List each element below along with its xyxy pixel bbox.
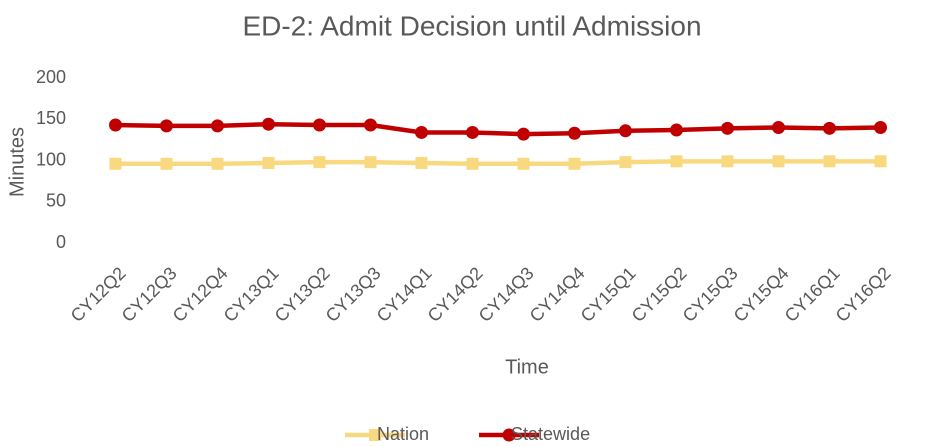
marker [568, 126, 581, 140]
marker [619, 124, 632, 138]
marker [721, 121, 734, 135]
x-tick-label: CY12Q3 [118, 263, 181, 326]
marker [211, 119, 224, 133]
x-tick-label: CY14Q4 [526, 263, 589, 326]
x-tick-label: CY15Q3 [679, 263, 742, 326]
x-tick-label: CY12Q4 [169, 263, 232, 326]
x-tick-label: CY15Q1 [577, 263, 640, 326]
marker [364, 156, 377, 169]
marker [415, 125, 428, 139]
x-tick-label: CY12Q2 [67, 263, 130, 326]
x-tick-label: CY13Q1 [220, 263, 283, 326]
marker [670, 123, 683, 137]
chart-title: ED-2: Admit Decision until Admission [242, 10, 701, 41]
marker [313, 156, 326, 169]
marker [160, 119, 173, 133]
marker [517, 127, 530, 141]
marker [874, 155, 887, 168]
marker [874, 121, 887, 134]
marker [670, 155, 683, 168]
marker [772, 155, 785, 168]
marker [721, 155, 734, 168]
x-tick-label: CY14Q1 [373, 263, 436, 326]
legend-marker [369, 429, 381, 441]
y-tick-label: 100 [36, 149, 66, 169]
marker [109, 157, 122, 170]
y-tick-label: 0 [56, 232, 66, 252]
marker [313, 118, 326, 132]
y-tick-label: 50 [46, 191, 66, 211]
x-tick-label: CY16Q2 [832, 263, 895, 326]
marker [568, 157, 581, 170]
marker [415, 156, 428, 169]
marker [466, 125, 479, 139]
x-tick-label: CY13Q2 [271, 263, 334, 326]
x-tick-label: CY15Q2 [628, 263, 691, 326]
marker [823, 155, 836, 168]
marker [160, 157, 173, 170]
marker [619, 156, 632, 169]
marker [211, 157, 224, 170]
x-axis-label: Time [505, 356, 549, 378]
marker [262, 156, 275, 169]
marker [109, 118, 122, 132]
x-tick-label: CY14Q3 [475, 263, 538, 326]
x-tick-label: CY14Q2 [424, 263, 487, 326]
marker [823, 121, 836, 135]
y-axis-label: Minutes [6, 127, 28, 197]
marker [364, 118, 377, 132]
y-tick-label: 150 [36, 108, 66, 128]
marker [466, 157, 479, 170]
y-tick-label: 200 [36, 67, 66, 87]
legend-label: Statewide [511, 424, 590, 444]
legend-label: Nation [377, 424, 429, 444]
series-line [115, 159, 881, 167]
legend-marker [502, 428, 516, 442]
x-tick-label: CY16Q1 [781, 263, 844, 326]
x-tick-label: CY15Q4 [730, 263, 793, 326]
x-tick-label: CY13Q3 [322, 263, 385, 326]
marker [772, 121, 785, 134]
marker [517, 157, 530, 170]
series-line [115, 121, 881, 137]
marker [262, 117, 275, 131]
